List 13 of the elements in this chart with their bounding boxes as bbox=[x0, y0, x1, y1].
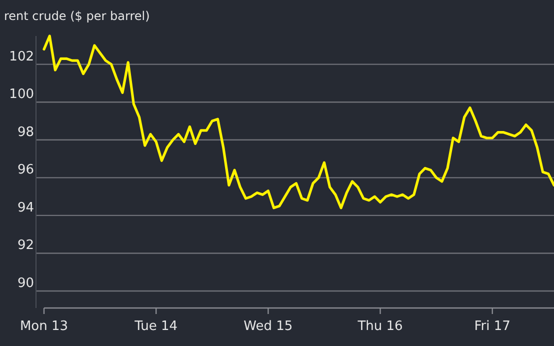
y-tick-label: 100 bbox=[9, 87, 34, 102]
x-tick-label: Wed 15 bbox=[244, 319, 293, 334]
x-tick-label: Thu 16 bbox=[356, 319, 403, 334]
x-tick-label: Tue 14 bbox=[134, 319, 178, 334]
y-tick-label: 96 bbox=[17, 162, 34, 178]
y-tick-label: 92 bbox=[17, 238, 34, 254]
y-tick-label: 98 bbox=[17, 124, 34, 140]
x-tick-label: Mon 13 bbox=[20, 319, 68, 334]
y-tick-label: 90 bbox=[17, 276, 34, 291]
chart-title: rent crude ($ per barrel) bbox=[4, 9, 150, 23]
x-tick-label: Fri 17 bbox=[474, 319, 510, 334]
y-tick-label: 94 bbox=[17, 200, 34, 216]
y-tick-label: 102 bbox=[9, 49, 34, 64]
